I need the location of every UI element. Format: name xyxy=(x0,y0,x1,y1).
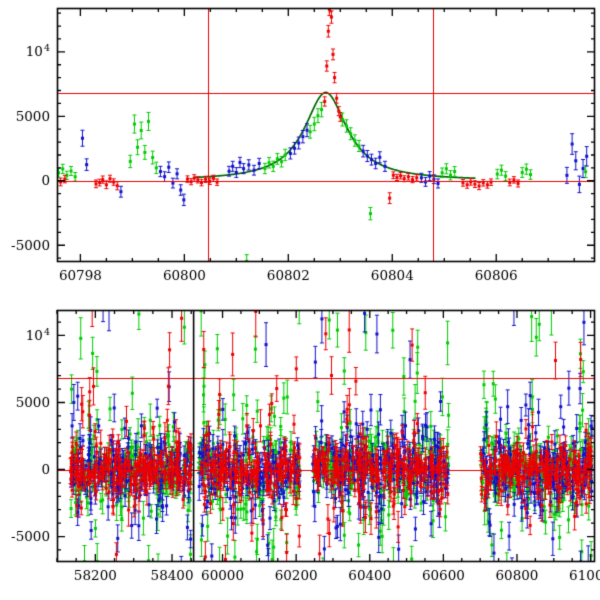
top-chart-canvas xyxy=(0,0,600,300)
bottom-chart-canvas xyxy=(0,300,600,600)
